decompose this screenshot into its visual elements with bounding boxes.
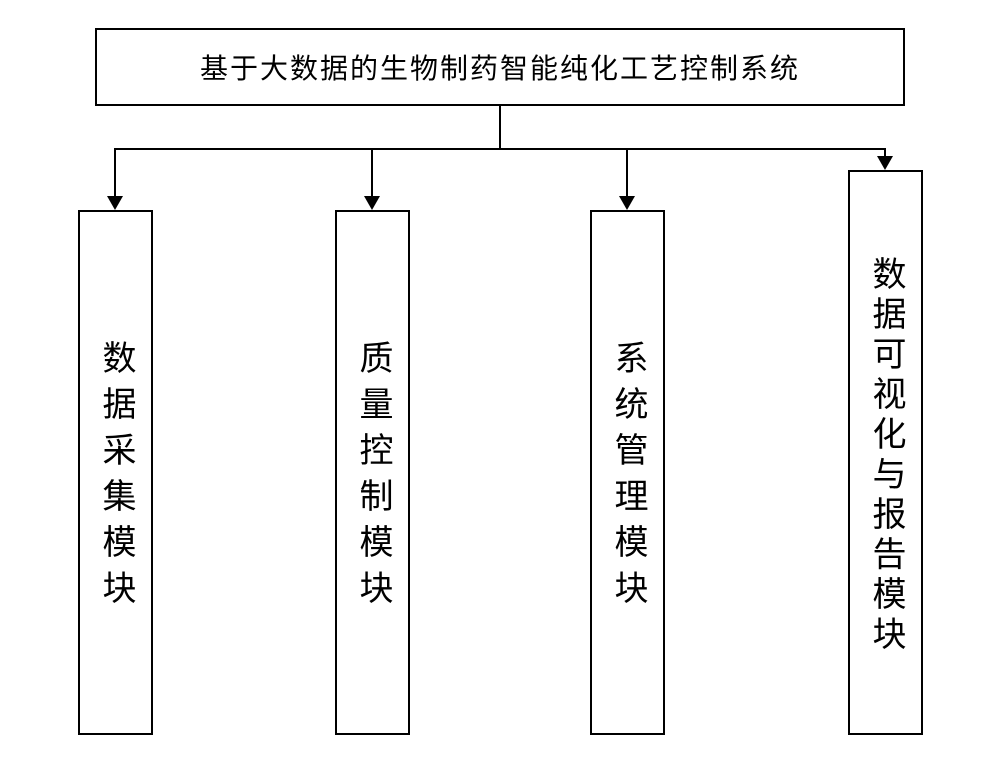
module-label-3: 系统管理模块 (603, 340, 652, 616)
connector-arrow-4 (877, 156, 893, 170)
module-label-2: 质量控制模块 (348, 340, 397, 616)
connector-arrow-2 (364, 196, 380, 210)
connector-arrow-3 (619, 196, 635, 210)
module-box-2: 质量控制模块 (335, 210, 410, 735)
connector-drop-4 (884, 148, 886, 156)
module-box-4: 数据可视化与报告模块 (848, 170, 923, 735)
module-box-1: 数据采集模块 (78, 210, 153, 735)
connector-trunk (499, 106, 501, 148)
module-label-1: 数据采集模块 (91, 340, 140, 616)
module-box-3: 系统管理模块 (590, 210, 665, 735)
root-label: 基于大数据的生物制药智能纯化工艺控制系统 (200, 47, 800, 87)
connector-drop-2 (371, 148, 373, 196)
connector-arrow-1 (107, 196, 123, 210)
root-box: 基于大数据的生物制药智能纯化工艺控制系统 (95, 28, 905, 106)
connector-drop-1 (114, 148, 116, 196)
module-label-4: 数据可视化与报告模块 (861, 256, 910, 656)
connector-drop-3 (626, 148, 628, 196)
connector-bus (115, 148, 885, 150)
